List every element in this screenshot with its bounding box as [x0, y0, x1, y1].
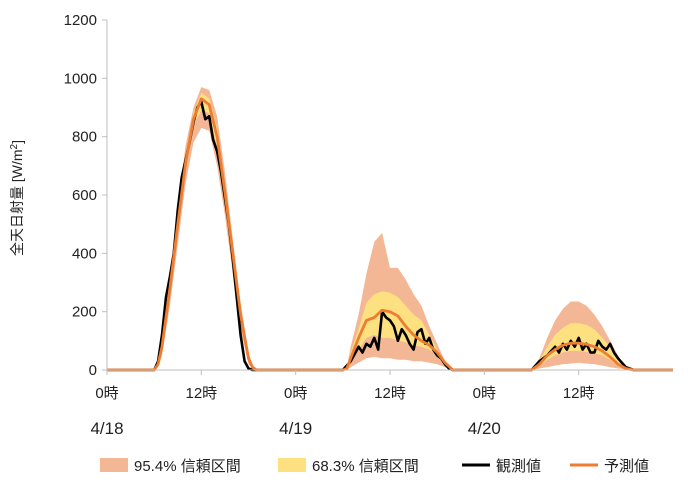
y-tick-label-1: 200: [72, 304, 97, 321]
legend-label-3: 予測値: [604, 458, 649, 475]
legend-label-0: 95.4% 信頼区間: [134, 458, 241, 475]
legend-label-1: 68.3% 信頼区間: [312, 458, 419, 475]
series-line-2: [107, 100, 673, 372]
series-line-3: [107, 97, 673, 372]
legend-swatch-0: [100, 458, 128, 472]
y-tick-label-0: 0: [89, 362, 97, 379]
x-tick-label-3: 12時: [374, 385, 406, 402]
axes: 0 200 400 600 800 1000 1200 0時 12時 0時 12時 0時 12時 4/18…: [64, 12, 673, 438]
legend-label-2: 観測値: [496, 458, 541, 475]
legend-swatch-1: [278, 458, 306, 472]
date-label-1: 4/19: [279, 419, 312, 438]
x-tick-label-1: 12時: [185, 385, 217, 402]
date-label-0: 4/18: [90, 419, 123, 438]
x-tick-label-2: 0時: [284, 385, 307, 402]
y-tick-label-5: 1000: [64, 70, 97, 87]
band-1: [107, 92, 673, 371]
x-tick-label-4: 0時: [473, 385, 496, 402]
y-tick-label-2: 400: [72, 245, 97, 262]
y-tick-label-6: 1200: [64, 12, 97, 29]
date-label-2: 4/20: [468, 419, 501, 438]
y-tick-label-4: 800: [72, 129, 97, 146]
legend: 95.4% 信頼区間 68.3% 信頼区間 観測値 予測値: [100, 458, 649, 475]
x-tick-label-0: 0時: [95, 385, 118, 402]
y-tick-label-3: 600: [72, 187, 97, 204]
x-tick-label-5: 12時: [563, 385, 595, 402]
series-lines: [107, 97, 673, 372]
y-axis-label: 全天日射量 [W/m2]: [9, 140, 26, 256]
